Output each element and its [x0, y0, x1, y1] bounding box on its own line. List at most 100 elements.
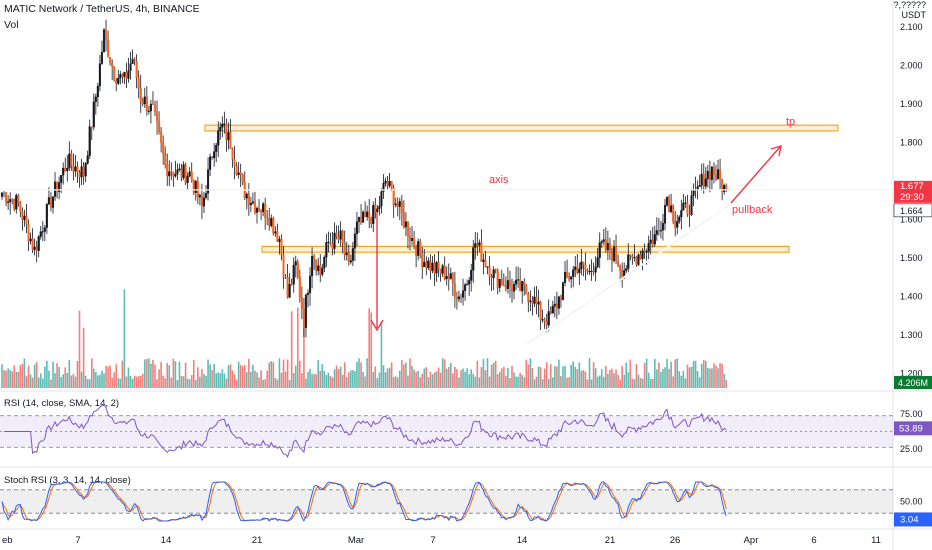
candle-body [600, 241, 603, 243]
volume-bar [80, 371, 83, 388]
volume-bar [44, 366, 46, 388]
candle-body [566, 272, 569, 277]
volume-bar [560, 376, 562, 388]
time-tick: eb [2, 535, 13, 546]
volume-bar [576, 369, 579, 388]
volume-bar [313, 374, 315, 388]
candle-body [617, 260, 620, 267]
candle-body [598, 242, 601, 258]
candle-body [625, 268, 628, 271]
candle-body [588, 271, 591, 273]
volume-bar [54, 373, 56, 388]
candle-body [723, 185, 726, 192]
volume-bar [39, 373, 42, 388]
volume-bar [462, 368, 464, 388]
candle-body [33, 246, 36, 250]
candle-body [357, 217, 361, 222]
stoch-title: Stoch RSI (3, 3, 14, 14, close) [4, 475, 131, 486]
volume-bar [93, 368, 95, 388]
candle-body [704, 178, 707, 187]
volume-bar [278, 358, 281, 388]
volume-bar [717, 368, 719, 388]
candle-body [349, 260, 352, 263]
candle-body [264, 203, 267, 218]
volume-bar [103, 373, 105, 388]
candle-body [70, 153, 73, 166]
candle-body [100, 51, 104, 64]
candle-body [649, 239, 652, 244]
target-arrow-head [770, 144, 782, 157]
candle-body [2, 192, 6, 194]
volume-bar [625, 362, 628, 388]
volume-bar [482, 358, 485, 388]
volume-bar [333, 369, 336, 388]
volume-bar [627, 372, 630, 388]
candle-body [590, 270, 593, 273]
volume-bar [621, 366, 623, 388]
volume-bar [660, 372, 662, 388]
volume-bar [84, 375, 87, 388]
volume-bar [229, 364, 232, 388]
volume-bar [288, 379, 291, 388]
candle-body [127, 70, 130, 79]
volume-bar [498, 371, 501, 388]
candle-body [107, 39, 110, 58]
candle-body [319, 265, 322, 275]
time-tick: 14 [161, 535, 172, 546]
volume-bar [458, 377, 460, 388]
volume-bar [309, 368, 311, 388]
volume-bar [248, 358, 250, 388]
candle-body [672, 205, 675, 222]
candle-body [180, 168, 183, 178]
candle-body [13, 199, 16, 210]
candle-body [200, 194, 203, 207]
candle-body [206, 169, 210, 194]
candle-body [527, 294, 530, 302]
candle-body [37, 236, 40, 251]
candle-body [82, 166, 85, 177]
candle-body [606, 243, 609, 251]
rsi-value-badge [894, 421, 932, 436]
volume-bar [617, 374, 619, 388]
candle-body [443, 265, 446, 280]
candle-body [515, 279, 518, 285]
volume-bar [190, 375, 193, 388]
candle-body [521, 281, 524, 292]
volume-bar [545, 362, 548, 388]
candle-body [655, 230, 658, 235]
volume-bar [374, 366, 377, 388]
candle-body [304, 294, 308, 328]
volume-bar [394, 376, 397, 388]
price-tick: 1.800 [900, 138, 923, 148]
volume-bar [246, 372, 248, 388]
time-tick: 26 [670, 535, 681, 546]
volume-bar [282, 359, 285, 388]
candle-body [490, 276, 493, 279]
volume-bar [433, 372, 436, 388]
candle-body [659, 230, 662, 232]
candle-body [506, 280, 509, 289]
volume-bar [280, 372, 283, 388]
candle-body [355, 221, 359, 234]
candle-body [158, 121, 161, 132]
volume-bar [168, 365, 171, 388]
volume-bar [237, 361, 240, 388]
candle-body [182, 164, 185, 178]
volume-bar [702, 359, 705, 388]
candle-body [233, 158, 236, 167]
candle-body [708, 170, 711, 180]
candle-body [692, 189, 695, 196]
candle-body [227, 132, 230, 141]
volume-bar [437, 367, 440, 388]
current-price-text: 1.677 [900, 181, 924, 192]
candle-body [368, 211, 371, 219]
candle-body [29, 238, 32, 242]
candle-body [276, 231, 279, 242]
volume-bar [160, 362, 162, 388]
candle-body [296, 261, 299, 277]
candle-body [657, 230, 660, 232]
candle-body [35, 246, 38, 251]
candle-body [635, 257, 638, 265]
candle-body [60, 175, 63, 183]
